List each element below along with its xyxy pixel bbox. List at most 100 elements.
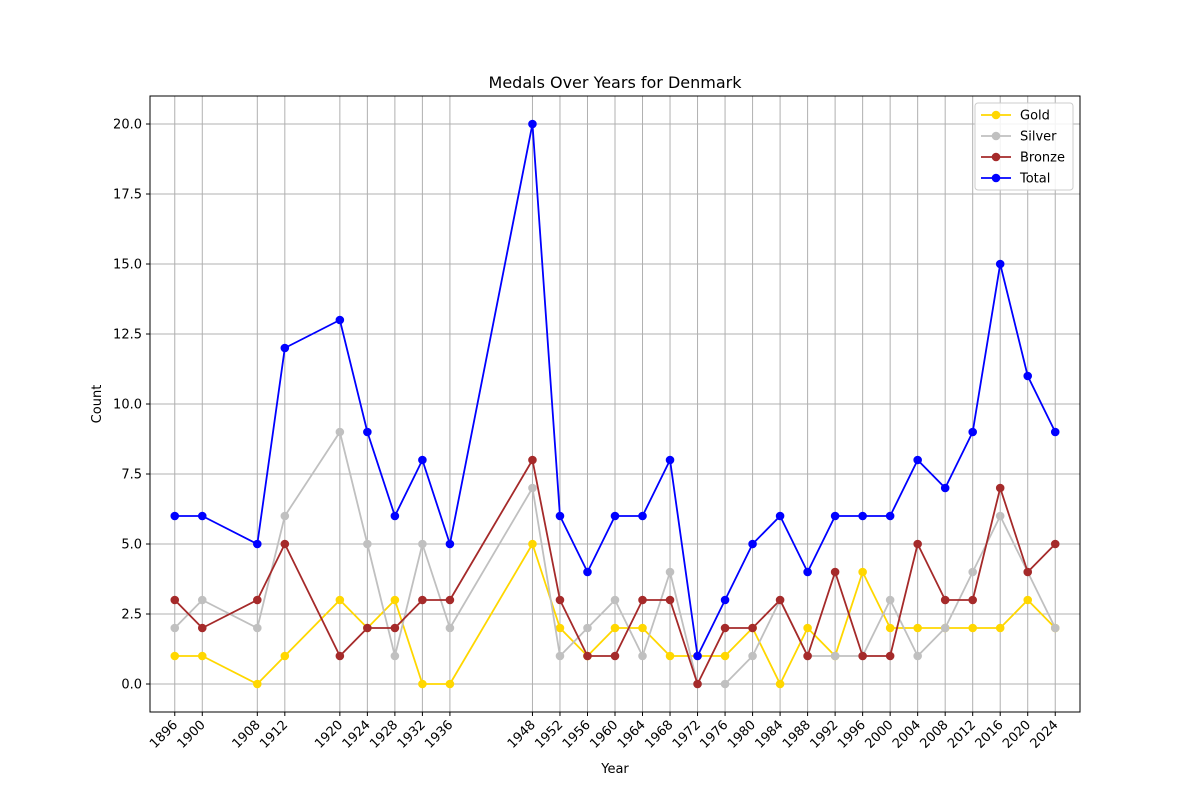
total-data-point: [638, 511, 647, 521]
gold-data-point: [253, 679, 262, 689]
bronze-data-point: [583, 651, 592, 661]
silver-data-point: [335, 427, 345, 437]
total-data-point: [720, 595, 730, 605]
bronze-data-point: [885, 651, 895, 661]
gold-data-point: [610, 623, 620, 633]
gold-data-point: [555, 623, 565, 633]
gold-data-point: [418, 679, 427, 689]
silver-data-point: [280, 511, 290, 521]
total-data-point: [253, 539, 262, 549]
gold-data-point: [775, 679, 785, 689]
series-lines: [170, 119, 1060, 689]
total-data-point: [830, 511, 840, 521]
gold-data-point: [335, 595, 345, 605]
total-data-point: [913, 455, 922, 465]
bronze-data-point: [775, 595, 785, 605]
y-tick-label: 17.5: [113, 188, 142, 203]
bronze-data-point: [830, 567, 840, 577]
total-data-point: [363, 427, 372, 437]
silver-data-point: [390, 651, 400, 661]
silver-data-point: [445, 623, 455, 633]
total-data-point: [940, 483, 950, 493]
bronze-data-point: [748, 623, 757, 633]
total-data-point: [445, 539, 455, 549]
bronze-data-point: [638, 595, 647, 605]
silver-data-point: [748, 651, 757, 661]
bronze-data-point: [940, 595, 950, 605]
silver-data-point: [720, 679, 730, 689]
bronze-data-point: [445, 595, 455, 605]
y-tick-label: 15.0: [113, 258, 142, 273]
total-data-point: [1023, 371, 1033, 381]
total-data-point: [968, 427, 977, 437]
gold-data-point: [197, 651, 207, 661]
gold-data-point: [968, 623, 977, 633]
gold-data-point: [720, 651, 730, 661]
bronze-data-point: [280, 539, 290, 549]
y-tick-label: 12.5: [113, 328, 142, 343]
total-data-point: [280, 343, 290, 353]
legend-gold-label: Gold: [1020, 109, 1050, 124]
bronze-data-point: [363, 623, 372, 633]
bronze-data-point: [720, 623, 730, 633]
silver-data-point: [665, 567, 675, 577]
legend-gold-marker: [991, 110, 1001, 120]
chart-title: Medals Over Years for Denmark: [489, 73, 743, 92]
bronze-data-point: [968, 595, 977, 605]
bronze-data-point: [197, 623, 207, 633]
bronze-data-point: [335, 651, 345, 661]
gold-data-point: [913, 623, 922, 633]
total-data-point: [693, 651, 702, 661]
bronze-data-point: [528, 455, 537, 465]
legend-silver-marker: [991, 131, 1001, 141]
gold-data-point: [858, 567, 867, 577]
bronze-data-point: [610, 651, 620, 661]
total-data-point: [197, 511, 207, 521]
silver-data-point: [197, 595, 207, 605]
total-data-point: [335, 315, 345, 325]
legend: Gold Silver Bronze Total: [974, 102, 1074, 191]
y-tick-label: 2.5: [121, 608, 142, 623]
gold-data-point: [445, 679, 455, 689]
silver-data-point: [968, 567, 977, 577]
bronze-data-point: [1023, 567, 1033, 577]
bronze-data-point: [390, 623, 400, 633]
bronze-data-point: [693, 679, 702, 689]
gold-data-point: [390, 595, 400, 605]
silver-data-point: [885, 595, 895, 605]
y-tick-label: 10.0: [113, 398, 142, 413]
gold-data-point: [170, 651, 180, 661]
bronze-data-point: [170, 595, 180, 605]
total-data-point: [858, 511, 867, 521]
gold-data-point: [665, 651, 675, 661]
total-data-point: [583, 567, 592, 577]
gold-data-point: [1023, 595, 1033, 605]
total-data-point: [803, 567, 812, 577]
total-data-point: [995, 259, 1005, 269]
y-tick-label: 7.5: [121, 468, 142, 483]
bronze-data-point: [995, 483, 1005, 493]
bronze-data-point: [253, 595, 262, 605]
total-data-point: [885, 511, 895, 521]
silver-data-point: [995, 511, 1005, 521]
silver-data-point: [638, 651, 647, 661]
legend-total-label: Total: [1019, 172, 1050, 187]
bronze-data-point: [555, 595, 565, 605]
total-data-point: [170, 511, 180, 521]
gold-data-point: [638, 623, 647, 633]
total-data-point: [555, 511, 565, 521]
total-data-point: [748, 539, 757, 549]
bronze-data-point: [418, 595, 427, 605]
legend-silver-label: Silver: [1020, 130, 1057, 145]
y-tick-label: 0.0: [121, 678, 142, 693]
silver-data-point: [830, 651, 840, 661]
silver-data-point: [253, 623, 262, 633]
silver-data-point: [170, 623, 180, 633]
silver-data-point: [913, 651, 922, 661]
legend-bronze-label: Bronze: [1020, 151, 1065, 166]
silver-data-point: [528, 483, 537, 493]
silver-data-point: [610, 595, 620, 605]
silver-data-point: [1050, 623, 1060, 633]
